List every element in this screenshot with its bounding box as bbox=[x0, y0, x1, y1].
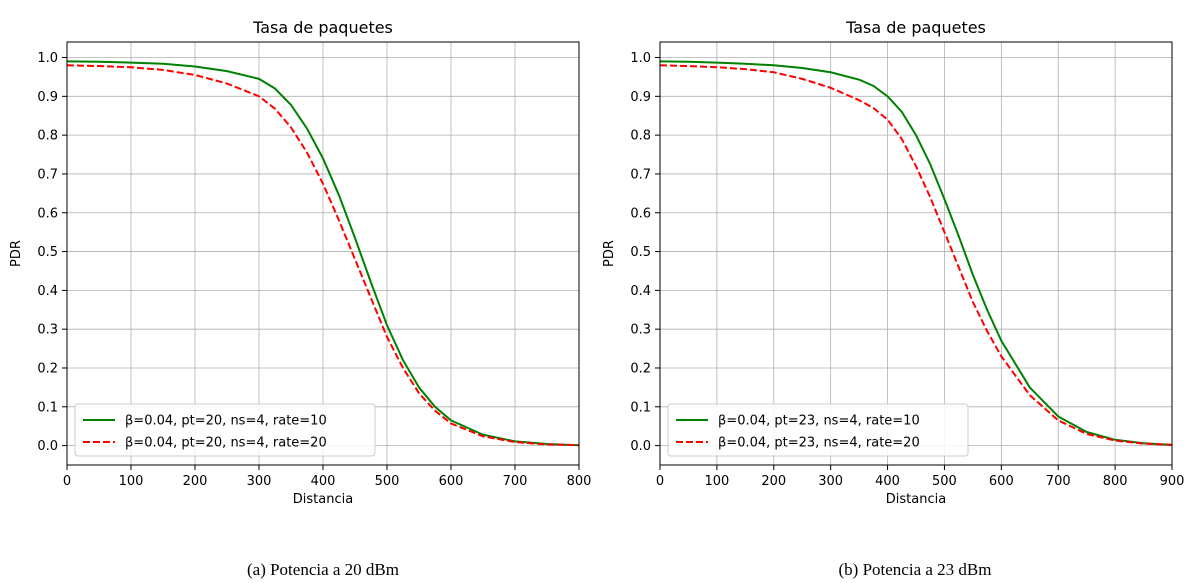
y-tick-label: 0.3 bbox=[37, 323, 58, 338]
x-tick-label: 500 bbox=[375, 474, 400, 489]
figure: 0 100 200 300 400 500 600 700 800 0.0 0.1 0.2 0.3 0.4… bbox=[9, 18, 1184, 507]
y-tick-label: 0.4 bbox=[37, 284, 58, 299]
y-tick-label: 0.0 bbox=[630, 439, 651, 454]
axes-frame bbox=[659, 41, 1173, 466]
x-tick-label: 0 bbox=[63, 474, 71, 489]
x-tick-label: 300 bbox=[247, 474, 272, 489]
y-tick-label: 0.1 bbox=[37, 400, 58, 415]
x-tick-label: 900 bbox=[1160, 474, 1185, 489]
y-tick-label: 0.4 bbox=[630, 284, 651, 299]
y-tick-label: 0.8 bbox=[37, 129, 58, 144]
chart-panel-b: 0 100 200 300 400 500 600 700 800 900 0.0 0.1 0.2 0.3… bbox=[602, 18, 1184, 507]
series-line-2 bbox=[66, 64, 580, 447]
y-tick-label: 0.2 bbox=[37, 361, 58, 376]
y-tick-label: 0.6 bbox=[630, 206, 651, 221]
x-axis-label: Distancia bbox=[293, 492, 353, 507]
y-tick-label: 0.9 bbox=[630, 90, 651, 105]
legend: β=0.04, pt=23, ns=4, rate=10 β=0.04, pt=2… bbox=[667, 403, 969, 457]
y-axis-label: PDR bbox=[602, 240, 617, 267]
chart-title: Tasa de paquetes bbox=[252, 18, 393, 37]
x-tick-label: 100 bbox=[704, 474, 729, 489]
y-tick-label: 0.8 bbox=[630, 129, 651, 144]
legend-label-2: β=0.04, pt=23, ns=4, rate=20 bbox=[718, 436, 920, 451]
series-line-2 bbox=[659, 64, 1173, 446]
y-tick-label: 0.7 bbox=[630, 167, 651, 182]
x-tick-label: 400 bbox=[311, 474, 336, 489]
y-tick-label: 0.9 bbox=[37, 90, 58, 105]
x-tick-label: 300 bbox=[818, 474, 843, 489]
x-tick-label: 700 bbox=[1046, 474, 1071, 489]
y-tick-label: 0.5 bbox=[37, 245, 58, 260]
caption-b: (b) Potencia a 23 dBm bbox=[838, 560, 992, 579]
series-line-1 bbox=[659, 60, 1173, 446]
y-tick-label: 0.7 bbox=[37, 167, 58, 182]
series-line-1 bbox=[66, 60, 580, 447]
x-tick-label: 800 bbox=[567, 474, 592, 489]
legend: β=0.04, pt=20, ns=4, rate=10 β=0.04, pt=2… bbox=[74, 403, 376, 457]
x-axis-label: Distancia bbox=[886, 492, 946, 507]
legend-label-2: β=0.04, pt=20, ns=4, rate=20 bbox=[125, 436, 327, 451]
y-tick-label: 0.5 bbox=[630, 245, 651, 260]
caption-a: (a) Potencia a 20 dBm bbox=[246, 560, 399, 579]
chart-panel-a: 0 100 200 300 400 500 600 700 800 0.0 0.1 0.2 0.3 0.4… bbox=[9, 18, 591, 507]
x-tick-label: 200 bbox=[183, 474, 208, 489]
x-tick-label: 600 bbox=[989, 474, 1014, 489]
y-tick-label: 0.6 bbox=[37, 206, 58, 221]
x-tick-label: 0 bbox=[656, 474, 664, 489]
legend-label-1: β=0.04, pt=23, ns=4, rate=10 bbox=[718, 414, 920, 429]
x-tick-label: 200 bbox=[761, 474, 786, 489]
x-tick-label: 700 bbox=[503, 474, 528, 489]
x-tick-label: 100 bbox=[119, 474, 144, 489]
chart-title: Tasa de paquetes bbox=[845, 18, 986, 37]
y-tick-label: 0.1 bbox=[630, 400, 651, 415]
x-tick-label: 600 bbox=[439, 474, 464, 489]
y-tick-label: 1.0 bbox=[37, 51, 58, 66]
legend-label-1: β=0.04, pt=20, ns=4, rate=10 bbox=[125, 414, 327, 429]
y-tick-label: 0.2 bbox=[630, 361, 651, 376]
y-tick-label: 1.0 bbox=[630, 51, 651, 66]
legend-box bbox=[74, 403, 376, 457]
legend-box bbox=[667, 403, 969, 457]
x-tick-label: 800 bbox=[1103, 474, 1128, 489]
x-tick-label: 400 bbox=[875, 474, 900, 489]
y-axis-label: PDR bbox=[9, 240, 24, 267]
y-tick-label: 0.3 bbox=[630, 323, 651, 338]
y-tick-label: 0.0 bbox=[37, 439, 58, 454]
x-tick-label: 500 bbox=[932, 474, 957, 489]
